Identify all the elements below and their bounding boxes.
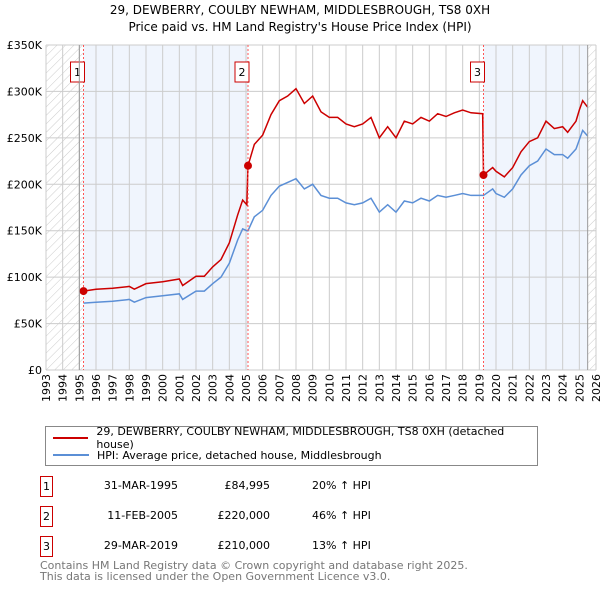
x-tick-label: 2010 (323, 374, 336, 402)
x-tick-label: 2011 (340, 374, 353, 402)
y-tick-label: £200K (7, 178, 43, 191)
x-tick-label: 1997 (107, 374, 120, 402)
sale-label: 1 (74, 66, 81, 79)
x-tick-label: 1994 (57, 374, 70, 402)
sale-date: 29-MAR-2019 (103, 539, 178, 552)
chart-title: 29, DEWBERRY, COULBY NEWHAM, MIDDLESBROU… (110, 3, 490, 17)
x-tick-label: 2024 (557, 374, 570, 402)
sale-label-box (470, 61, 485, 83)
chart-subtitle: Price paid vs. HM Land Registry's House … (128, 20, 471, 34)
x-tick-label: 2014 (390, 374, 403, 402)
shaded-region (483, 45, 588, 370)
sale-hpi-change: 20% ↑ HPI (312, 479, 371, 492)
legend-swatch-red (53, 437, 89, 439)
x-tick-label: 1996 (90, 374, 103, 402)
x-tick-label: 2015 (407, 374, 420, 402)
y-tick-label: £100K (7, 271, 43, 284)
footer-line: Contains HM Land Registry data © Crown c… (40, 559, 468, 572)
x-tick-label: 2016 (423, 374, 436, 402)
sale-price: £84,995 (224, 479, 271, 492)
y-tick-label: £300K (7, 85, 43, 98)
y-tick-label: £150K (7, 225, 43, 238)
sale-hpi-change: 13% ↑ HPI (312, 539, 371, 552)
x-tick-label: 2013 (373, 374, 386, 402)
x-tick-label: 2000 (157, 374, 170, 402)
x-tick-label: 2006 (257, 374, 270, 402)
hpi-line (83, 128, 589, 304)
x-tick-label: 2025 (573, 374, 586, 402)
legend-item-hpi: HPI: Average price, detached house, Midd… (46, 447, 382, 463)
sale-price: £210,000 (217, 539, 271, 552)
sale-label-box (234, 61, 250, 83)
x-tick-label: 2026 (590, 374, 600, 402)
shaded-region (83, 45, 248, 370)
footer-line: This data is licensed under the Open Gov… (40, 570, 391, 583)
sale-date: 31-MAR-1995 (103, 479, 178, 492)
y-tick-label: £350K (7, 39, 43, 52)
x-tick-label: 2022 (523, 374, 536, 402)
sale-point (479, 171, 488, 179)
x-tick-label: 2021 (507, 374, 520, 402)
sale-row: 3 29-MAR-2019 £210,000 13% ↑ HPI (40, 536, 440, 557)
sale-point (79, 287, 88, 296)
x-tick-label: 2007 (273, 374, 286, 402)
sale-price: £220,000 (217, 509, 271, 522)
x-tick-label: 1995 (73, 374, 86, 402)
legend-label: 29, DEWBERRY, COULBY NEWHAM, MIDDLESBROU… (96, 425, 505, 451)
sale-number-badge: 3 (40, 536, 53, 557)
legend-swatch-blue (53, 454, 89, 456)
sale-label: 2 (239, 66, 246, 79)
x-tick-label: 2017 (440, 374, 453, 402)
hatched-region (46, 45, 84, 370)
sale-number-badge: 2 (40, 506, 53, 527)
sale-row: 1 31-MAR-1995 £84,995 20% ↑ HPI (40, 476, 440, 497)
sale-label: 3 (474, 66, 481, 79)
y-tick-label: £250K (7, 132, 43, 145)
footer: Contains HM Land Registry data © Crown c… (40, 560, 468, 582)
x-tick-label: 2019 (473, 374, 486, 402)
sale-row: 2 11-FEB-2005 £220,000 46% ↑ HPI (40, 506, 440, 527)
sale-number-badge: 1 (40, 476, 53, 497)
sale-date: 11-FEB-2005 (107, 509, 178, 522)
legend-label: HPI: Average price, detached house, Midd… (97, 448, 382, 462)
y-tick-label: £50K (14, 318, 43, 331)
x-tick-label: 2004 (223, 374, 236, 402)
sale-point (244, 161, 252, 170)
x-tick-label: 2023 (540, 374, 553, 402)
x-tick-label: 2020 (490, 374, 503, 402)
y-tick-label: £0 (28, 364, 42, 377)
x-tick-label: 2008 (290, 374, 303, 402)
price-chart: 29, DEWBERRY, COULBY NEWHAM, MIDDLESBROU… (7, 3, 600, 402)
price-paid-line (83, 87, 589, 292)
x-tick-label: 2009 (307, 374, 320, 402)
x-tick-label: 1999 (140, 374, 153, 402)
legend: 29, DEWBERRY, COULBY NEWHAM, MIDDLESBROU… (45, 425, 538, 466)
x-tick-label: 2012 (357, 374, 370, 402)
x-tick-label: 2005 (240, 374, 253, 402)
x-tick-label: 2018 (457, 374, 470, 402)
sale-label-box (70, 61, 85, 83)
legend-item-property: 29, DEWBERRY, COULBY NEWHAM, MIDDLESBROU… (46, 425, 537, 451)
x-tick-label: 2002 (190, 374, 203, 402)
x-tick-label: 2001 (173, 374, 186, 402)
x-tick-label: 1993 (40, 374, 53, 402)
sale-hpi-change: 46% ↑ HPI (312, 509, 371, 522)
hatched-region (587, 45, 596, 370)
x-tick-label: 2003 (207, 374, 220, 402)
x-tick-label: 1998 (123, 374, 136, 402)
